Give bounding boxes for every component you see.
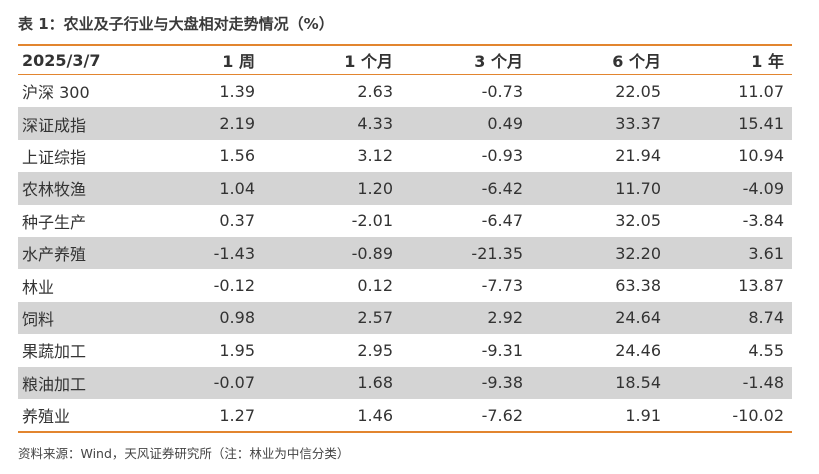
cell-3-month: -0.73	[481, 81, 523, 101]
header-1-month: 1 个月	[263, 46, 401, 75]
table-row: 果蔬加工 1.95 2.95 -9.31 24.46 4.55	[18, 334, 792, 366]
cell-1-year: -3.84	[742, 211, 784, 231]
cell-1-year: -4.09	[669, 172, 792, 205]
row-label: 农林牧渔	[18, 172, 168, 205]
table-header-row: 2025/3/7 1 周 1 个月 3 个月 6 个月 1 年	[18, 46, 792, 75]
header-1-week: 1 周	[168, 46, 263, 75]
table-row: 农林牧渔 1.04 1.20 -6.42 11.70 -4.09	[18, 172, 792, 205]
cell-6-month: 1.91	[625, 405, 661, 425]
cell-3-month: -7.73	[481, 276, 523, 296]
cell-1-month: 3.12	[357, 146, 393, 166]
table-row: 林业 -0.12 0.12 -7.73 63.38 13.87	[18, 269, 792, 301]
cell-1-year: -1.48	[669, 366, 792, 399]
cell-6-month: 11.70	[531, 172, 669, 205]
cell-3-month: -9.31	[481, 340, 523, 360]
cell-3-month: -21.35	[401, 236, 531, 270]
cell-6-month: 32.20	[531, 236, 669, 270]
cell-3-month: -6.47	[481, 211, 523, 231]
source-note: 资料来源：Wind，天风证券研究所（注：林业为中信分类）	[18, 446, 350, 461]
table-row: 饲料 0.98 2.57 2.92 24.64 8.74	[18, 301, 792, 335]
cell-6-month: 24.64	[531, 301, 669, 335]
cell-6-month: 22.05	[615, 81, 661, 101]
cell-3-month: 0.49	[401, 107, 531, 140]
table-row: 粮油加工 -0.07 1.68 -9.38 18.54 -1.48	[18, 366, 792, 399]
row-label: 果蔬加工	[22, 342, 87, 362]
table-row: 种子生产 0.37 -2.01 -6.47 32.05 -3.84	[18, 205, 792, 237]
cell-6-month: 24.46	[615, 340, 661, 360]
cell-1-week: 0.37	[219, 211, 255, 231]
cell-1-year: 10.94	[738, 146, 784, 166]
performance-table-container: 2025/3/7 1 周 1 个月 3 个月 6 个月 1 年 沪深 300 1…	[18, 44, 792, 434]
cell-1-year: 8.74	[669, 301, 792, 335]
cell-1-week: 1.39	[219, 81, 255, 101]
cell-1-year: 11.07	[738, 81, 784, 101]
cell-6-month: 18.54	[531, 366, 669, 399]
cell-3-month: -6.42	[401, 172, 531, 205]
cell-3-month: -0.93	[481, 146, 523, 166]
cell-1-year: 3.61	[669, 236, 792, 270]
cell-6-month: 32.05	[615, 211, 661, 231]
cell-1-month: 0.12	[357, 276, 393, 296]
row-label: 深证成指	[18, 107, 168, 140]
header-3-month: 3 个月	[401, 46, 531, 75]
cell-1-month: 2.63	[357, 81, 393, 101]
cell-1-month: -2.01	[351, 211, 393, 231]
cell-1-week: -0.12	[213, 276, 255, 296]
row-label: 林业	[22, 277, 55, 297]
table-row: 养殖业 1.27 1.46 -7.62 1.91 -10.02	[18, 399, 792, 431]
cell-1-month: 1.20	[263, 172, 401, 205]
cell-6-month: 33.37	[531, 107, 669, 140]
cell-6-month: 21.94	[615, 146, 661, 166]
cell-3-month: -9.38	[401, 366, 531, 399]
cell-1-week: 1.27	[219, 405, 255, 425]
cell-1-week: 1.56	[219, 146, 255, 166]
cell-1-week: 1.04	[168, 172, 263, 205]
cell-1-year: 4.55	[748, 340, 784, 360]
row-label: 沪深 300	[22, 83, 90, 103]
cell-1-year: 13.87	[738, 276, 784, 296]
table-row: 上证综指 1.56 3.12 -0.93 21.94 10.94	[18, 140, 792, 172]
row-label: 种子生产	[22, 212, 87, 232]
cell-1-week: 1.95	[219, 340, 255, 360]
cell-6-month: 63.38	[615, 276, 661, 296]
table-row: 水产养殖 -1.43 -0.89 -21.35 32.20 3.61	[18, 236, 792, 270]
cell-1-year: -10.02	[732, 405, 784, 425]
cell-1-month: 1.68	[263, 366, 401, 399]
cell-1-week: -1.43	[168, 236, 263, 270]
row-label: 粮油加工	[18, 366, 168, 399]
table-caption: 表 1：农业及子行业与大盘相对走势情况（%）	[18, 15, 334, 33]
cell-1-week: 0.98	[168, 301, 263, 335]
row-label: 水产养殖	[18, 236, 168, 270]
cell-1-year: 15.41	[669, 107, 792, 140]
cell-1-week: 2.19	[168, 107, 263, 140]
cell-3-month: 2.92	[401, 301, 531, 335]
cell-1-month: 2.57	[263, 301, 401, 335]
cell-1-week: -0.07	[168, 366, 263, 399]
header-6-month: 6 个月	[531, 46, 669, 75]
relative-performance-table: 2025/3/7 1 周 1 个月 3 个月 6 个月 1 年 沪深 300 1…	[18, 46, 792, 431]
table-top-rule	[18, 44, 792, 46]
header-1-year: 1 年	[669, 46, 792, 75]
cell-1-month: 2.95	[357, 340, 393, 360]
table-row: 深证成指 2.19 4.33 0.49 33.37 15.41	[18, 107, 792, 140]
table-bottom-rule	[18, 431, 792, 434]
cell-1-month: 1.46	[357, 405, 393, 425]
table-row: 沪深 300 1.39 2.63 -0.73 22.05 11.07	[18, 75, 792, 108]
cell-1-month: -0.89	[263, 236, 401, 270]
cell-1-month: 4.33	[263, 107, 401, 140]
cell-3-month: -7.62	[481, 405, 523, 425]
row-label: 饲料	[18, 301, 168, 335]
row-label: 上证综指	[22, 147, 87, 167]
row-label: 养殖业	[22, 407, 71, 427]
header-date: 2025/3/7	[18, 46, 168, 75]
